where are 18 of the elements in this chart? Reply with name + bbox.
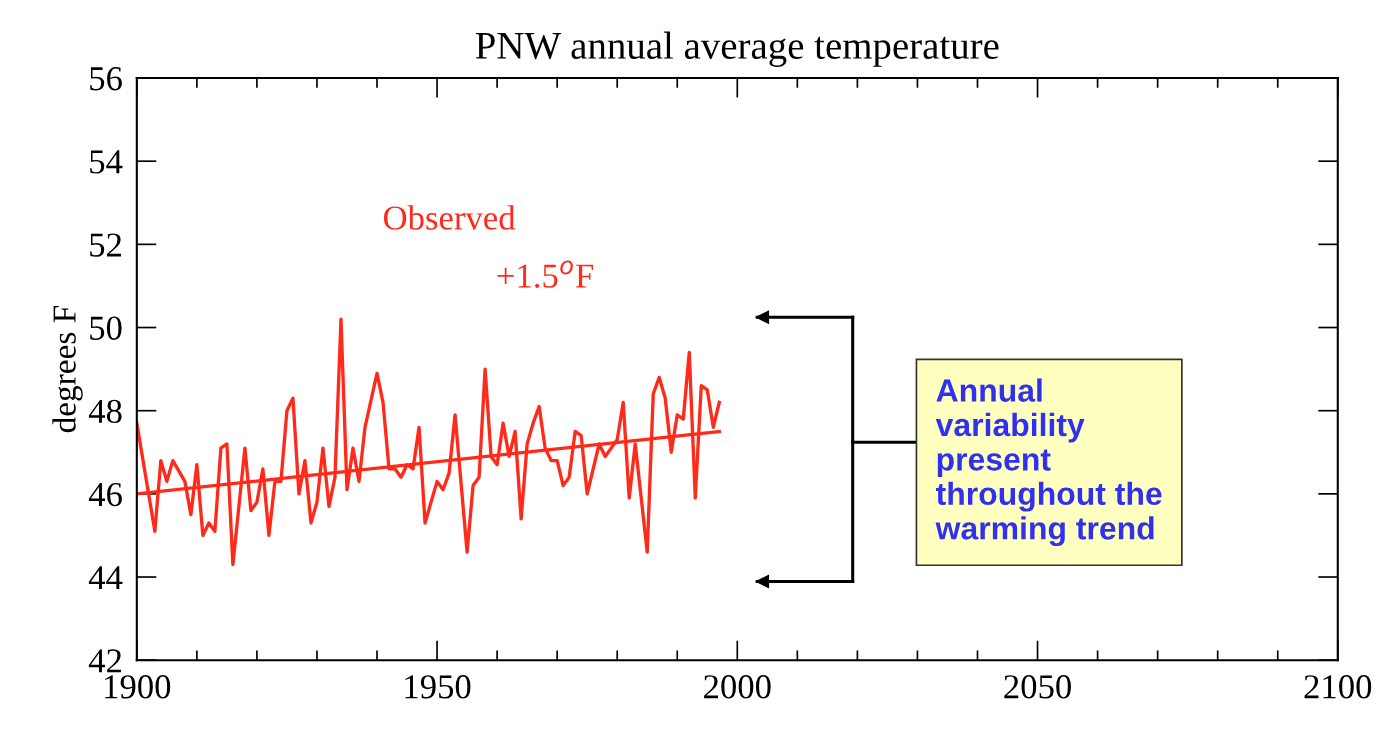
x-tick-label: 1950	[405, 675, 471, 699]
x-tick-label: 1900	[105, 675, 171, 699]
x-tick-label: 2100	[1304, 675, 1372, 699]
y-tick-label: 48	[88, 399, 122, 424]
y-tick-label: 56	[90, 67, 122, 91]
y-tick-label: 44	[88, 566, 123, 590]
x-tick-label: 2050	[1004, 675, 1071, 699]
chart-title: PNW annual average temperature	[475, 31, 999, 67]
annotation: Annual variability present throughout the warming trend	[935, 378, 1162, 547]
annotation: +1.5$^{o}$F	[497, 260, 594, 288]
x-tick-label: 2000	[704, 675, 771, 699]
y-tick-label: 46	[88, 482, 122, 507]
text: Observed	[383, 205, 516, 230]
y-tick-label: 54	[90, 150, 123, 174]
y-tick-label: 52	[90, 233, 122, 257]
y-axis-title: degrees F	[52, 305, 83, 433]
y-tick-label: 50	[90, 316, 122, 340]
y-tick-label: 42	[88, 649, 122, 673]
